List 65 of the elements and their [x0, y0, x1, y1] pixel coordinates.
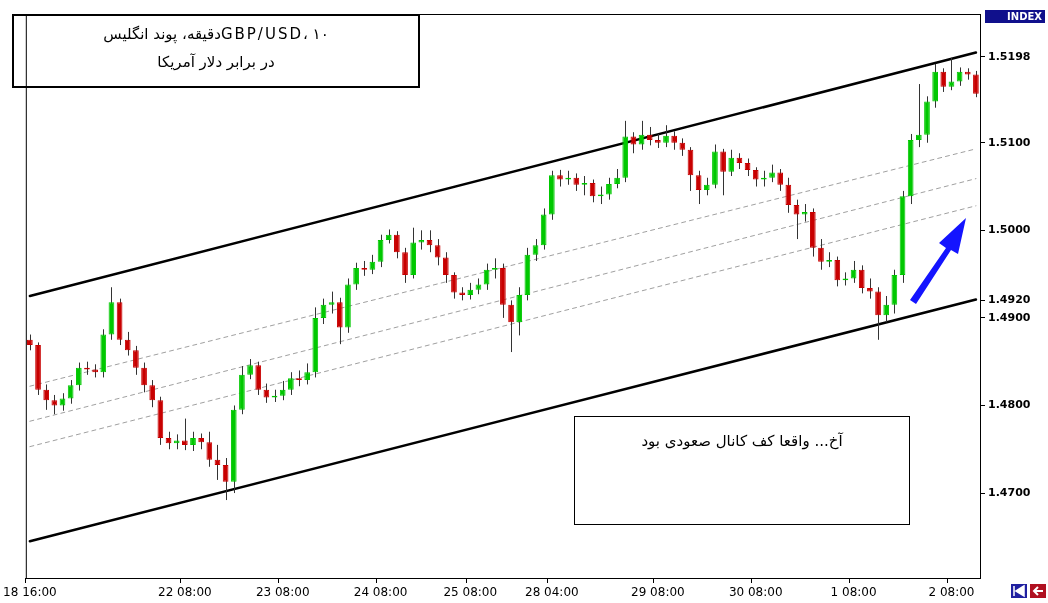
y-tick-label: 1.4900	[988, 310, 1031, 324]
candlestick	[124, 331, 131, 357]
candlestick	[883, 295, 890, 323]
candlestick	[948, 57, 955, 91]
x-tick-label: 18 16:00	[3, 585, 57, 600]
candlestick	[834, 256, 841, 287]
y-tick-label: 1.4920	[988, 293, 1031, 307]
x-tick-label: 28 04:00	[525, 585, 579, 600]
candlestick	[402, 247, 408, 284]
y-tick-label: 1.4800	[988, 398, 1031, 412]
y-tick-label: 1.5100	[988, 135, 1031, 149]
candlestick	[720, 148, 726, 196]
candlestick	[858, 264, 865, 294]
candlestick	[43, 383, 50, 411]
candlestick	[149, 379, 156, 408]
candlestick	[190, 431, 196, 452]
candlestick	[247, 358, 253, 380]
candlestick	[442, 251, 449, 284]
x-tick-label: 1 08:00	[830, 585, 877, 600]
y-tick-label: 1.5000	[988, 223, 1031, 237]
candlestick	[75, 362, 82, 392]
candlestick	[394, 230, 400, 259]
candlestick	[915, 83, 922, 148]
candlestick	[51, 394, 58, 415]
candlestick	[206, 431, 213, 468]
candlestick	[875, 286, 881, 341]
candlestick	[606, 177, 612, 201]
candlestick	[451, 271, 457, 300]
x-tick-label: 25 08:00	[443, 585, 498, 600]
candlestick	[288, 371, 294, 396]
annotation: آخ... واقعا کف کانال صعودی بود	[640, 431, 844, 452]
candlestick	[67, 379, 74, 405]
candlestick	[353, 262, 359, 291]
y-tick-label: 1.4700	[988, 485, 1031, 499]
x-tick-label: 30 08:00	[728, 585, 783, 600]
x-tick-label: 24 08:00	[353, 585, 408, 600]
candlestick	[752, 166, 759, 188]
candlestick	[418, 229, 425, 251]
candlestick	[671, 130, 678, 151]
text: GBP/USD، ۱۰دقیقه، پوند انگلیس در برابر دلار آمریکا	[102, 24, 330, 73]
candlestick	[336, 297, 343, 345]
candlestick	[434, 238, 441, 266]
candlestick	[646, 126, 653, 146]
candlestick	[133, 345, 139, 376]
candlestick	[279, 380, 286, 401]
candlestick	[663, 124, 669, 148]
x-tick-label: 23 08:00	[255, 585, 310, 600]
candlestick	[328, 291, 335, 315]
candlestick	[785, 177, 792, 214]
x-tick-label: 29 08:00	[631, 585, 685, 600]
candlestick	[304, 362, 311, 385]
candlestick	[614, 168, 620, 189]
x-tick-label: 22 08:00	[158, 585, 212, 600]
candlestick	[940, 67, 947, 93]
candlestick	[255, 361, 262, 396]
candlestick	[973, 70, 979, 98]
text: INDEX	[985, 10, 1045, 23]
candlestick	[728, 149, 735, 177]
candlestick	[141, 362, 147, 393]
candlestick	[818, 238, 824, 271]
x-tick-label: 2 08:00	[928, 585, 975, 600]
candlestick	[867, 277, 873, 300]
y-tick-label: 1.5198	[988, 49, 1031, 63]
candlestick	[508, 299, 514, 353]
candlestick	[777, 168, 784, 192]
